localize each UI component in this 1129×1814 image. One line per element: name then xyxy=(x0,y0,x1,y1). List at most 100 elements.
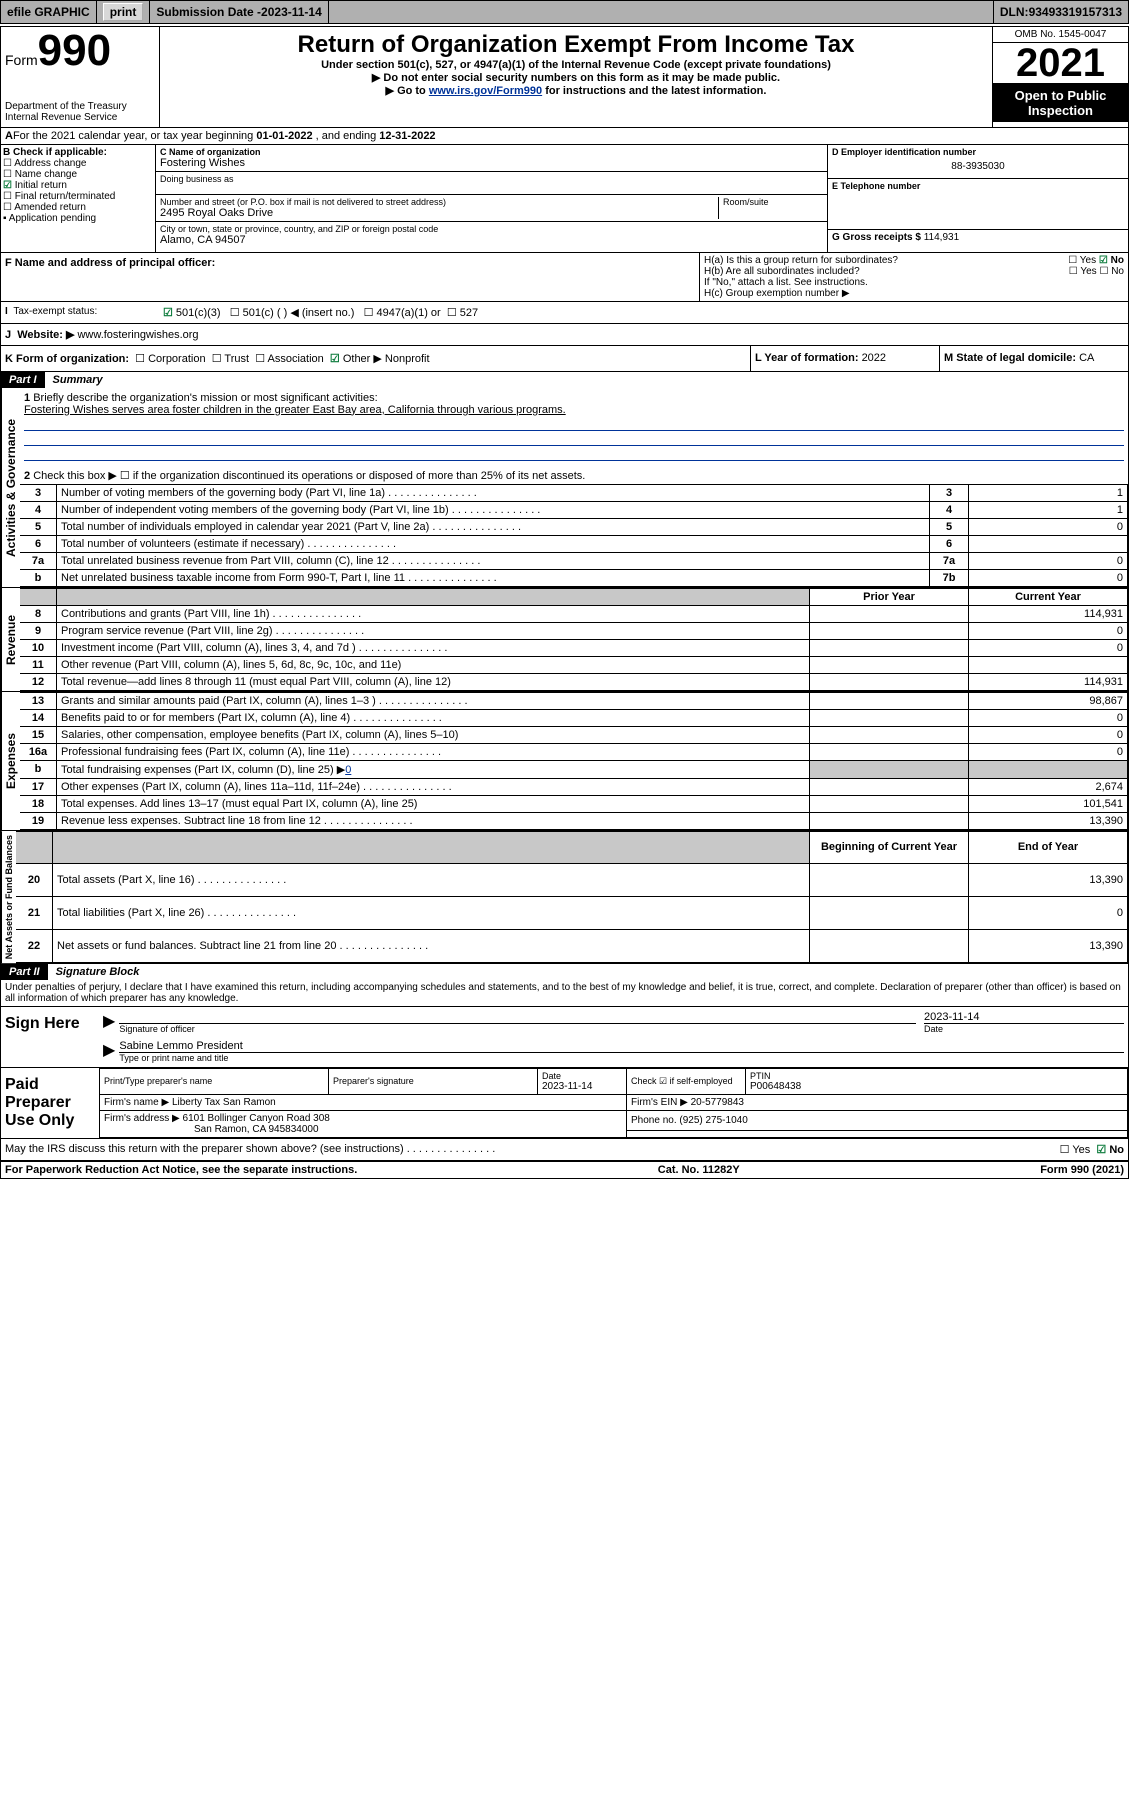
sig-date: 2023-11-14 xyxy=(924,1011,1124,1024)
table-row: 10Investment income (Part VIII, column (… xyxy=(20,639,1128,656)
k-form-org: K Form of organization: Corporation Trus… xyxy=(1,346,750,371)
part-ii-title: Signature Block xyxy=(48,964,148,980)
chk-app-pending[interactable]: ▪ Application pending xyxy=(3,213,153,224)
form-title: Return of Organization Exempt From Incom… xyxy=(164,31,988,59)
preparer-table: Print/Type preparer's name Preparer's si… xyxy=(99,1068,1128,1138)
col-right-ids: D Employer identification number 88-3935… xyxy=(827,145,1128,252)
f-h-block: F Name and address of principal officer:… xyxy=(1,253,1128,302)
table-header: Beginning of Current YearEnd of Year xyxy=(16,831,1128,864)
room-label: Room/suite xyxy=(723,197,823,207)
m-state: M State of legal domicile: CA xyxy=(939,346,1128,371)
subtitle-2: Do not enter social security numbers on … xyxy=(164,71,988,84)
entity-info: B Check if applicable: Address change Na… xyxy=(1,145,1128,253)
top-toolbar: efile GRAPHIC print Submission Date - 20… xyxy=(0,0,1129,24)
table-row: 11Other revenue (Part VIII, column (A), … xyxy=(20,656,1128,673)
header-left: Form990 Department of the Treasury Inter… xyxy=(1,27,160,127)
ha-answer: Yes No xyxy=(1068,255,1124,266)
table-row: bNet unrelated business taxable income f… xyxy=(20,569,1128,586)
governance-table: 3Number of voting members of the governi… xyxy=(20,484,1128,587)
h-group: H(a) Is this a group return for subordin… xyxy=(700,253,1128,301)
header-right: OMB No. 1545-0047 2021 Open to Public In… xyxy=(992,27,1128,127)
paid-preparer-label: Paid Preparer Use Only xyxy=(1,1068,99,1138)
table-row: 22Net assets or fund balances. Subtract … xyxy=(16,929,1128,962)
chk-final-return[interactable]: Final return/terminated xyxy=(3,191,153,202)
table-row: 21Total liabilities (Part X, line 26)0 xyxy=(16,897,1128,930)
gross-receipts: 114,931 xyxy=(924,232,959,243)
section-expenses: Expenses 13Grants and similar amounts pa… xyxy=(1,692,1128,831)
perjury-declaration: Under penalties of perjury, I declare th… xyxy=(1,980,1128,1007)
dba-label: Doing business as xyxy=(160,174,823,184)
col-c-org: C Name of organization Fostering Wishes … xyxy=(156,145,827,252)
chk-501c[interactable]: 501(c) ( ) ◀ (insert no.) xyxy=(230,307,355,319)
hb-note: If "No," attach a list. See instructions… xyxy=(704,277,1124,288)
org-name: Fostering Wishes xyxy=(160,157,823,169)
col-b-checkboxes: B Check if applicable: Address change Na… xyxy=(1,145,156,252)
chk-other[interactable]: Other ▶ xyxy=(330,353,382,365)
section-netassets: Net Assets or Fund Balances Beginning of… xyxy=(1,831,1128,964)
expenses-table: 13Grants and similar amounts paid (Part … xyxy=(20,692,1128,830)
table-row: 14Benefits paid to or for members (Part … xyxy=(20,709,1128,726)
part-i-title: Summary xyxy=(45,372,111,388)
i-options: 501(c)(3) 501(c) ( ) ◀ (insert no.) 4947… xyxy=(159,302,1128,323)
header-mid: Return of Organization Exempt From Incom… xyxy=(160,27,992,127)
table-row: 15Salaries, other compensation, employee… xyxy=(20,726,1128,743)
f-officer: F Name and address of principal officer: xyxy=(1,253,700,301)
ein: 88-3935030 xyxy=(832,157,1124,176)
chk-name-change[interactable]: Name change xyxy=(3,169,153,180)
i-label-cell: I Tax-exempt status: xyxy=(1,302,159,323)
toolbar-spacer xyxy=(329,1,994,23)
chk-amended[interactable]: Amended return xyxy=(3,202,153,213)
chk-initial-return[interactable]: Initial return xyxy=(3,180,153,191)
line-2: 2 Check this box ▶ ☐ if the organization… xyxy=(20,467,1128,484)
hb-answer: Yes No xyxy=(1069,266,1124,277)
footer-row: For Paperwork Reduction Act Notice, see … xyxy=(1,1162,1128,1178)
chk-corp[interactable]: Corporation xyxy=(135,353,205,365)
table-row: 18Total expenses. Add lines 13–17 (must … xyxy=(20,795,1128,812)
chk-trust[interactable]: Trust xyxy=(212,353,249,365)
table-row: 19Revenue less expenses. Subtract line 1… xyxy=(20,812,1128,829)
table-row: 16aProfessional fundraising fees (Part I… xyxy=(20,743,1128,760)
b-label: B Check if applicable: xyxy=(3,147,153,158)
revenue-table: Prior YearCurrent Year 8Contributions an… xyxy=(20,588,1128,691)
table-row: Firm's name ▶ Liberty Tax San Ramon Firm… xyxy=(100,1094,1128,1110)
chk-527[interactable]: 527 xyxy=(447,307,478,319)
table-row: 9Program service revenue (Part VIII, lin… xyxy=(20,622,1128,639)
side-governance: Activities & Governance xyxy=(1,388,20,587)
hc-label: H(c) Group exemption number ▶ xyxy=(704,288,1124,299)
ha-label: H(a) Is this a group return for subordin… xyxy=(704,255,898,266)
table-row: Firm's address ▶ 6101 Bollinger Canyon R… xyxy=(100,1110,1128,1131)
discuss-row: May the IRS discuss this return with the… xyxy=(1,1139,1128,1162)
form-header: Form990 Department of the Treasury Inter… xyxy=(1,27,1128,128)
chk-assoc[interactable]: Association xyxy=(255,353,324,365)
chk-4947[interactable]: 4947(a)(1) or xyxy=(364,307,441,319)
part-ii-no: Part II xyxy=(1,964,48,980)
street-address: 2495 Royal Oaks Drive xyxy=(160,207,718,219)
subtitle-3: Go to www.irs.gov/Form990 for instructio… xyxy=(164,84,988,97)
city-label: City or town, state or province, country… xyxy=(160,224,823,234)
side-netassets: Net Assets or Fund Balances xyxy=(1,831,16,963)
table-header: Prior YearCurrent Year xyxy=(20,588,1128,605)
table-row: Print/Type preparer's name Preparer's si… xyxy=(100,1068,1128,1094)
arrow-icon xyxy=(103,1040,119,1063)
chk-501c3[interactable]: 501(c)(3) xyxy=(163,307,221,319)
print-button[interactable]: print xyxy=(97,1,151,23)
date-label: Date xyxy=(924,1024,1124,1034)
l-year: L Year of formation: 2022 xyxy=(750,346,939,371)
sign-here-block: Sign Here 2023-11-14 Signature of office… xyxy=(1,1007,1128,1068)
efile-label: efile GRAPHIC xyxy=(1,1,97,23)
e-label: E Telephone number xyxy=(832,181,1124,191)
j-website: J Website: ▶ www.fosteringwishes.org xyxy=(1,324,1128,346)
part-ii-header: Part II Signature Block xyxy=(1,964,1128,980)
side-revenue: Revenue xyxy=(1,588,20,691)
d-label: D Employer identification number xyxy=(832,147,1124,157)
arrow-icon xyxy=(103,1011,119,1034)
table-row: 6Total number of volunteers (estimate if… xyxy=(20,535,1128,552)
chk-address-change[interactable]: Address change xyxy=(3,158,153,169)
irs-label: Internal Revenue Service xyxy=(5,112,155,123)
table-row: 3Number of voting members of the governi… xyxy=(20,484,1128,501)
irs-link[interactable]: www.irs.gov/Form990 xyxy=(429,85,542,97)
part-i-no: Part I xyxy=(1,372,45,388)
k-l-m-row: K Form of organization: Corporation Trus… xyxy=(1,346,1128,372)
officer-sig-line xyxy=(119,1011,916,1024)
g-label: G Gross receipts $ xyxy=(832,232,924,243)
